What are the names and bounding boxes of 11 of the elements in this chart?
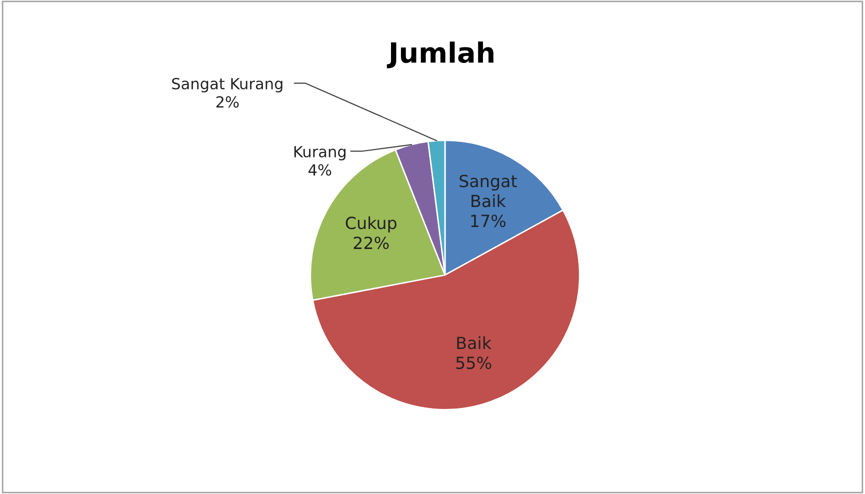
slice-label: Sangat Kurang — [172, 78, 282, 92]
data-label: 17% — [471, 214, 506, 228]
slice-label: Cukup — [346, 216, 396, 232]
chart-title: Jumlah — [386, 42, 494, 68]
data-label: 55% — [456, 356, 492, 370]
slice-label: Kurang — [294, 146, 346, 160]
data-label: 22% — [354, 236, 389, 250]
slice-label: Baik — [457, 336, 492, 350]
slice-label: Sangat Baik — [460, 174, 517, 208]
data-label: 4% — [308, 164, 332, 176]
data-label: 2% — [216, 96, 239, 108]
